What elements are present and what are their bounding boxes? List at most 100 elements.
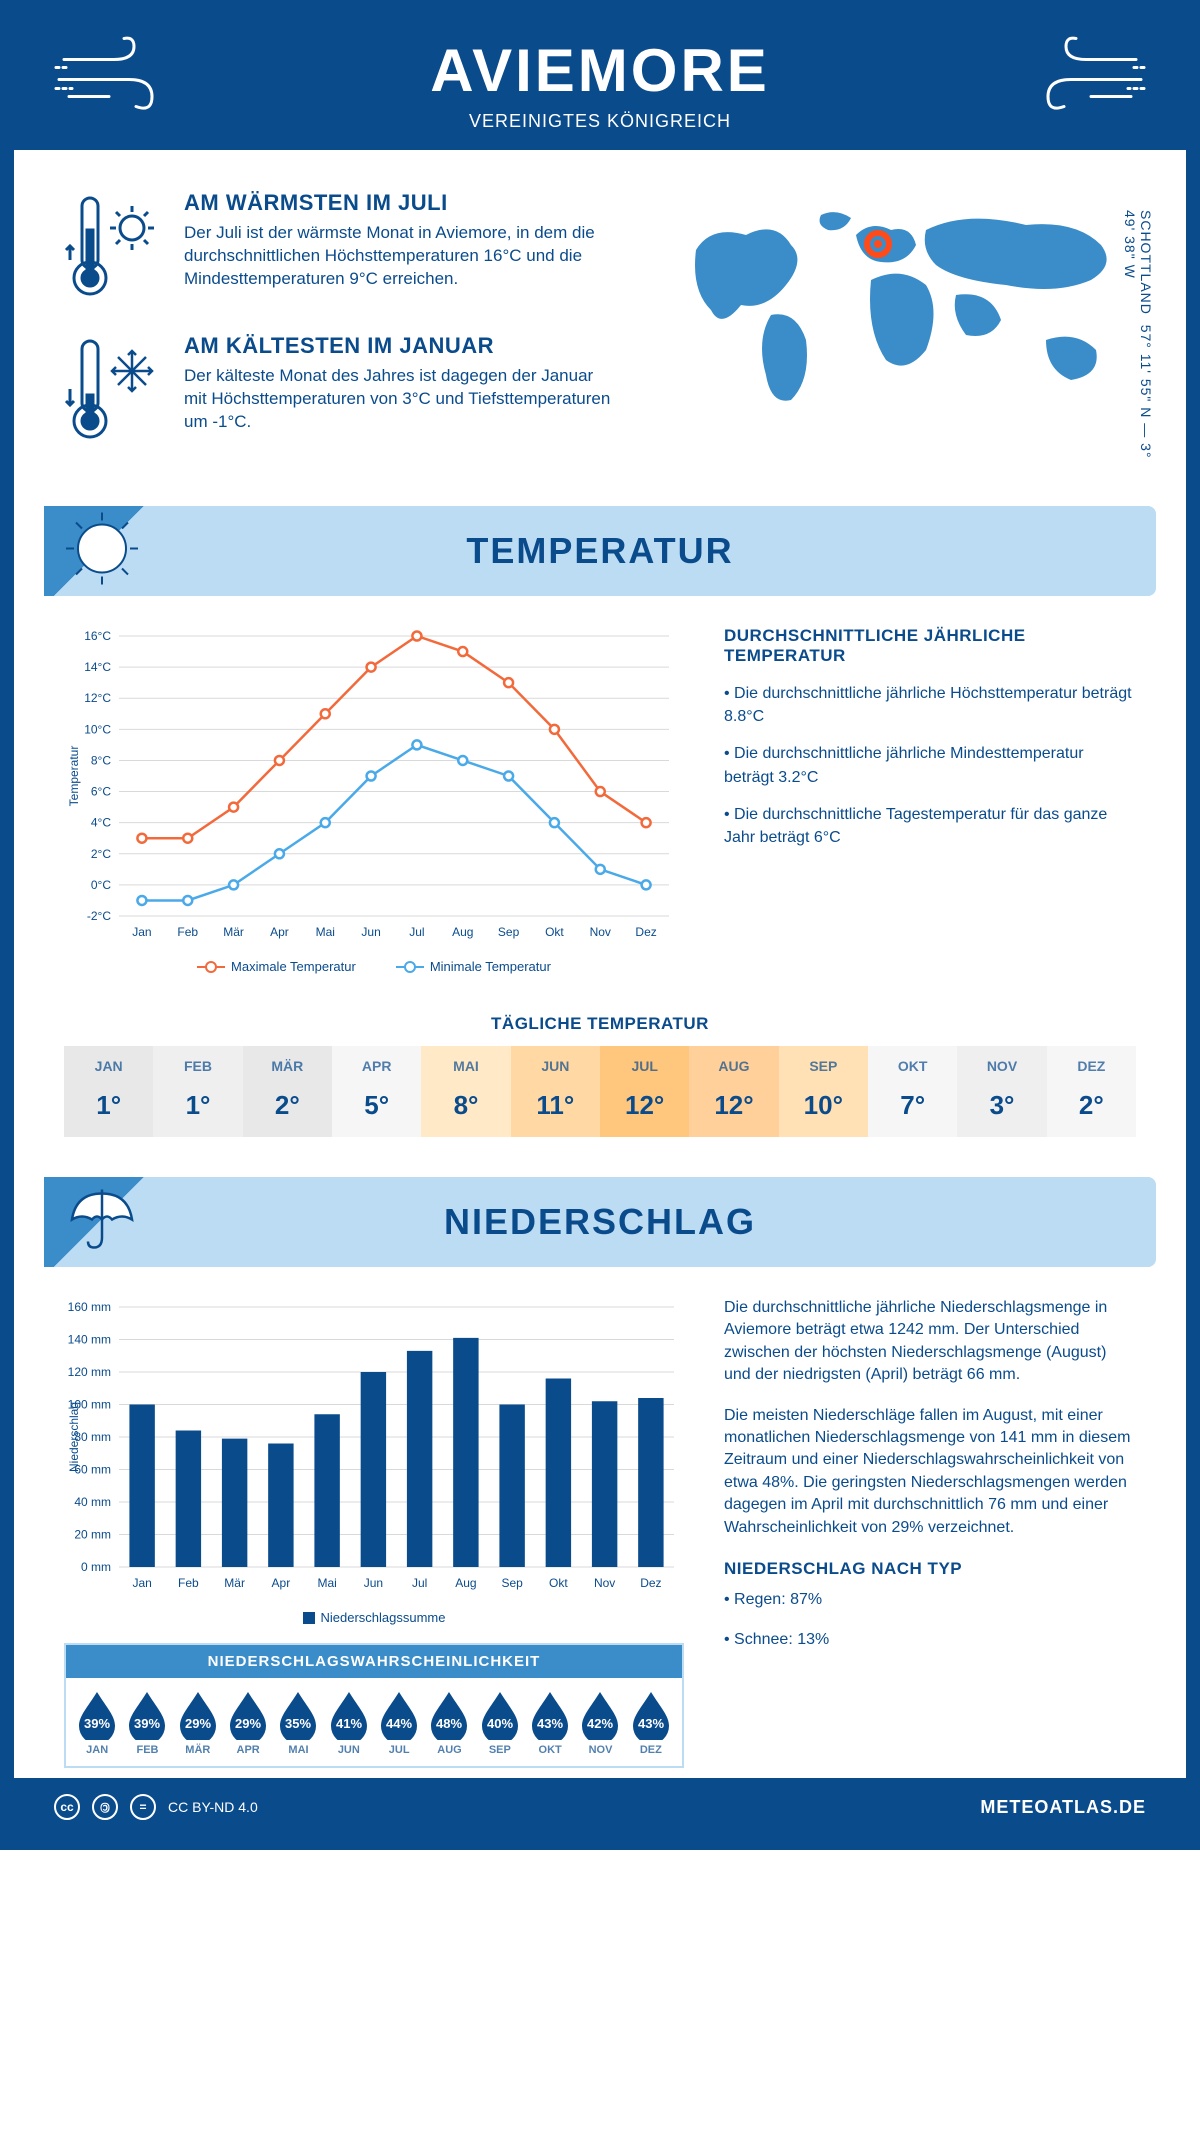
svg-text:43%: 43% <box>638 1716 664 1731</box>
prob-drop: 44% JUL <box>374 1688 424 1756</box>
svg-text:Apr: Apr <box>272 1576 291 1590</box>
svg-text:160 mm: 160 mm <box>68 1300 111 1314</box>
svg-text:Jun: Jun <box>361 925 380 939</box>
svg-text:Jul: Jul <box>409 925 424 939</box>
thermometer-sun-icon <box>64 190 164 305</box>
footer: cc 🄯 = CC BY-ND 4.0 METEOATLAS.DE <box>14 1778 1186 1836</box>
legend-precip: Niederschlagssumme <box>303 1610 446 1625</box>
intro-section: AM WÄRMSTEN IM JULI Der Juli ist der wär… <box>14 150 1186 506</box>
svg-text:-2°C: -2°C <box>87 909 111 923</box>
svg-text:Niederschlag: Niederschlag <box>67 1402 81 1472</box>
daily-cell: JUN11° <box>511 1046 600 1137</box>
daily-cell: OKT7° <box>868 1046 957 1137</box>
type-line: • Regen: 87% <box>724 1589 1136 1611</box>
legend-min: Minimale Temperatur <box>396 959 551 974</box>
svg-text:Mär: Mär <box>223 925 244 939</box>
by-icon: 🄯 <box>92 1794 118 1820</box>
svg-text:Nov: Nov <box>590 925 611 939</box>
svg-text:12°C: 12°C <box>84 691 111 705</box>
svg-text:29%: 29% <box>235 1716 261 1731</box>
svg-text:40%: 40% <box>487 1716 513 1731</box>
prob-drop: 39% FEB <box>122 1688 172 1756</box>
svg-text:44%: 44% <box>386 1716 412 1731</box>
page-title: AVIEMORE <box>14 36 1186 105</box>
svg-text:Sep: Sep <box>501 1576 523 1590</box>
svg-text:43%: 43% <box>537 1716 563 1731</box>
cold-text: Der kälteste Monat des Jahres ist dagege… <box>184 365 616 434</box>
temperature-chart: -2°C0°C2°C4°C6°C8°C10°C12°C14°C16°CJanFe… <box>64 626 684 974</box>
legend-max: Maximale Temperatur <box>197 959 356 974</box>
prob-drop: 43% OKT <box>525 1688 575 1756</box>
section-title: TEMPERATUR <box>466 530 733 572</box>
cold-block: AM KÄLTESTEN IM JANUAR Der kälteste Mona… <box>64 333 616 448</box>
svg-text:Dez: Dez <box>640 1576 661 1590</box>
prob-drop: 39% JAN <box>72 1688 122 1756</box>
warm-text: Der Juli ist der wärmste Monat in Aviemo… <box>184 222 616 291</box>
svg-text:Jul: Jul <box>412 1576 427 1590</box>
daily-cell: DEZ2° <box>1047 1046 1136 1137</box>
svg-text:Jan: Jan <box>132 925 151 939</box>
svg-text:2°C: 2°C <box>91 847 111 861</box>
world-map-icon <box>656 190 1136 430</box>
section-title: NIEDERSCHLAG <box>444 1201 756 1243</box>
prob-drop: 29% MÄR <box>173 1688 223 1756</box>
svg-text:20 mm: 20 mm <box>74 1528 111 1542</box>
svg-text:48%: 48% <box>436 1716 462 1731</box>
svg-text:42%: 42% <box>587 1716 613 1731</box>
prob-drop: 40% SEP <box>475 1688 525 1756</box>
svg-text:Apr: Apr <box>270 925 289 939</box>
page-subtitle: VEREINIGTES KÖNIGREICH <box>14 111 1186 132</box>
daily-cell: NOV3° <box>957 1046 1046 1137</box>
svg-text:35%: 35% <box>285 1716 311 1731</box>
stats-title: DURCHSCHNITTLICHE JÄHRLICHE TEMPERATUR <box>724 626 1136 666</box>
precipitation-chart: 0 mm20 mm40 mm60 mm80 mm100 mm120 mm140 … <box>64 1297 684 1597</box>
svg-text:8°C: 8°C <box>91 753 111 767</box>
daily-cell: MAI8° <box>421 1046 510 1137</box>
precip-type-title: NIEDERSCHLAG NACH TYP <box>724 1557 1136 1581</box>
precipitation-probability: NIEDERSCHLAGSWAHRSCHEINLICHKEIT 39% JAN … <box>64 1643 684 1768</box>
prob-title: NIEDERSCHLAGSWAHRSCHEINLICHKEIT <box>66 1645 682 1678</box>
svg-text:Jun: Jun <box>364 1576 383 1590</box>
section-temperature: TEMPERATUR <box>44 506 1156 596</box>
stat-line: • Die durchschnittliche Tagestemperatur … <box>724 803 1136 849</box>
umbrella-icon <box>62 1180 142 1265</box>
warm-title: AM WÄRMSTEN IM JULI <box>184 190 616 216</box>
daily-temp-title: TÄGLICHE TEMPERATUR <box>14 1014 1186 1034</box>
site-name: METEOATLAS.DE <box>980 1797 1146 1818</box>
temperature-stats: DURCHSCHNITTLICHE JÄHRLICHE TEMPERATUR •… <box>724 626 1136 974</box>
svg-text:0°C: 0°C <box>91 878 111 892</box>
svg-text:Okt: Okt <box>545 925 564 939</box>
svg-text:Mai: Mai <box>316 925 335 939</box>
section-precipitation: NIEDERSCHLAG <box>44 1177 1156 1267</box>
prob-drop: 42% NOV <box>575 1688 625 1756</box>
svg-text:0 mm: 0 mm <box>81 1560 111 1574</box>
svg-text:Aug: Aug <box>455 1576 476 1590</box>
svg-text:Okt: Okt <box>549 1576 568 1590</box>
daily-cell: APR5° <box>332 1046 421 1137</box>
warm-block: AM WÄRMSTEN IM JULI Der Juli ist der wär… <box>64 190 616 305</box>
daily-cell: FEB1° <box>153 1046 242 1137</box>
prob-drop: 48% AUG <box>424 1688 474 1756</box>
svg-text:16°C: 16°C <box>84 629 111 643</box>
wind-swirl-icon <box>1036 35 1146 130</box>
svg-text:Mai: Mai <box>317 1576 336 1590</box>
svg-text:Mär: Mär <box>224 1576 245 1590</box>
precipitation-text: Die durchschnittliche jährliche Niedersc… <box>724 1297 1136 1768</box>
wind-swirl-icon <box>54 35 164 130</box>
daily-cell: SEP10° <box>779 1046 868 1137</box>
daily-cell: MÄR2° <box>243 1046 332 1137</box>
svg-text:10°C: 10°C <box>84 722 111 736</box>
precip-p2: Die meisten Niederschläge fallen im Augu… <box>724 1405 1136 1539</box>
cc-icon: cc <box>54 1794 80 1820</box>
coordinates: SCHOTTLAND 57° 11' 55" N — 3° 49' 38" W <box>1122 210 1154 476</box>
svg-text:39%: 39% <box>134 1716 160 1731</box>
type-line: • Schnee: 13% <box>724 1629 1136 1651</box>
header: AVIEMORE VEREINIGTES KÖNIGREICH <box>14 14 1186 150</box>
nd-icon: = <box>130 1794 156 1820</box>
svg-text:39%: 39% <box>84 1716 110 1731</box>
daily-cell: JAN1° <box>64 1046 153 1137</box>
sun-icon <box>62 509 142 594</box>
daily-cell: AUG12° <box>689 1046 778 1137</box>
precip-p1: Die durchschnittliche jährliche Niedersc… <box>724 1297 1136 1387</box>
prob-drop: 43% DEZ <box>626 1688 676 1756</box>
